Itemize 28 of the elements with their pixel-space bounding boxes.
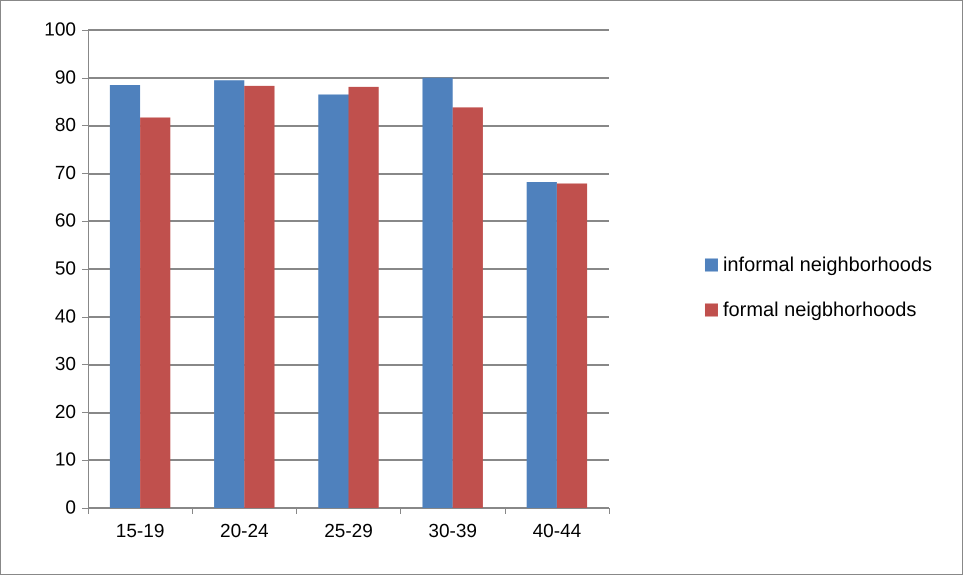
bar (422, 78, 453, 508)
bar (244, 86, 275, 508)
bar (214, 80, 244, 508)
y-tick-label: 40 (54, 306, 76, 328)
x-tick-label: 15-19 (116, 521, 164, 542)
bar (556, 183, 588, 508)
x-tick-label: 20-24 (220, 521, 270, 542)
y-tick-label: 90 (54, 67, 76, 88)
y-tick-label: 100 (44, 20, 76, 40)
bar (526, 182, 557, 508)
y-tick-label: 20 (54, 402, 76, 423)
y-tick-label: 0 (65, 498, 76, 518)
y-tick-label: 60 (54, 210, 76, 232)
x-tick-label: 30-39 (428, 521, 478, 542)
y-tick-label: 30 (54, 354, 76, 376)
bar (110, 84, 140, 508)
y-tick-label: 80 (54, 115, 76, 136)
bar (140, 117, 170, 508)
bar (452, 107, 483, 508)
x-tick-label: 40-44 (532, 521, 582, 542)
y-tick-label: 70 (54, 162, 76, 184)
legend-label: informal neighborhoods (722, 254, 932, 276)
y-tick-label: 50 (54, 258, 76, 280)
bar (318, 94, 348, 508)
legend-label: formal neigbhorhoods (722, 299, 916, 321)
y-tick-label: 10 (54, 450, 76, 471)
x-tick-label: 25-29 (324, 521, 373, 542)
bar (348, 86, 379, 508)
